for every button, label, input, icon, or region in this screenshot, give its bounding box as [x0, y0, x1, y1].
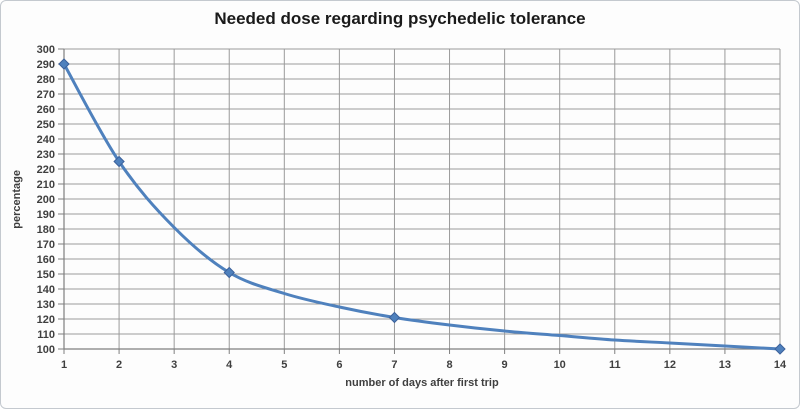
- y-tick-label: 250: [37, 119, 55, 131]
- y-tick-label: 150: [37, 269, 55, 281]
- y-tick-label: 300: [37, 44, 55, 56]
- y-tick-label: 170: [37, 239, 55, 251]
- x-tick-label: 1: [61, 359, 67, 371]
- y-tick-label: 240: [37, 134, 55, 146]
- x-tick-label: 5: [281, 359, 287, 371]
- x-tick-label: 13: [719, 359, 731, 371]
- y-tick-label: 160: [37, 254, 55, 266]
- y-tick-label: 290: [37, 59, 55, 71]
- y-tick-label: 100: [37, 344, 55, 356]
- x-tick-label: 4: [226, 359, 233, 371]
- y-tick-label: 130: [37, 299, 55, 311]
- y-tick-label: 220: [37, 164, 55, 176]
- x-tick-label: 9: [502, 359, 508, 371]
- y-tick-label: 260: [37, 104, 55, 116]
- data-point-marker: [223, 266, 235, 279]
- y-tick-label: 200: [37, 194, 55, 206]
- y-tick-label: 120: [37, 314, 55, 326]
- x-tick-label: 3: [171, 359, 177, 371]
- x-tick-label: 10: [554, 359, 566, 371]
- data-point-marker: [58, 58, 70, 70]
- x-tick-label: 14: [774, 359, 787, 371]
- y-tick-label: 230: [37, 149, 55, 161]
- series-line: [62, 62, 782, 351]
- chart-title: Needed dose regarding psychedelic tolera…: [214, 9, 586, 28]
- y-tick-label: 280: [37, 74, 55, 86]
- x-axis-label: number of days after first trip: [345, 377, 499, 389]
- data-point-marker: [113, 155, 125, 168]
- y-tick-label: 180: [37, 224, 55, 236]
- x-tick-label: 12: [664, 359, 676, 371]
- x-tick-label: 6: [336, 359, 342, 371]
- data-point-marker: [774, 343, 786, 355]
- x-tick-label: 2: [116, 359, 122, 371]
- x-tick-label: 7: [391, 359, 397, 371]
- data-point-marker: [388, 311, 401, 324]
- x-tick-label: 11: [609, 359, 621, 371]
- y-tick-label: 140: [37, 284, 55, 296]
- x-tick-label: 8: [446, 359, 452, 371]
- y-tick-label: 270: [37, 89, 55, 101]
- y-tick-label: 190: [37, 209, 55, 221]
- y-tick-label: 110: [37, 329, 55, 341]
- y-tick-label: 210: [37, 179, 55, 191]
